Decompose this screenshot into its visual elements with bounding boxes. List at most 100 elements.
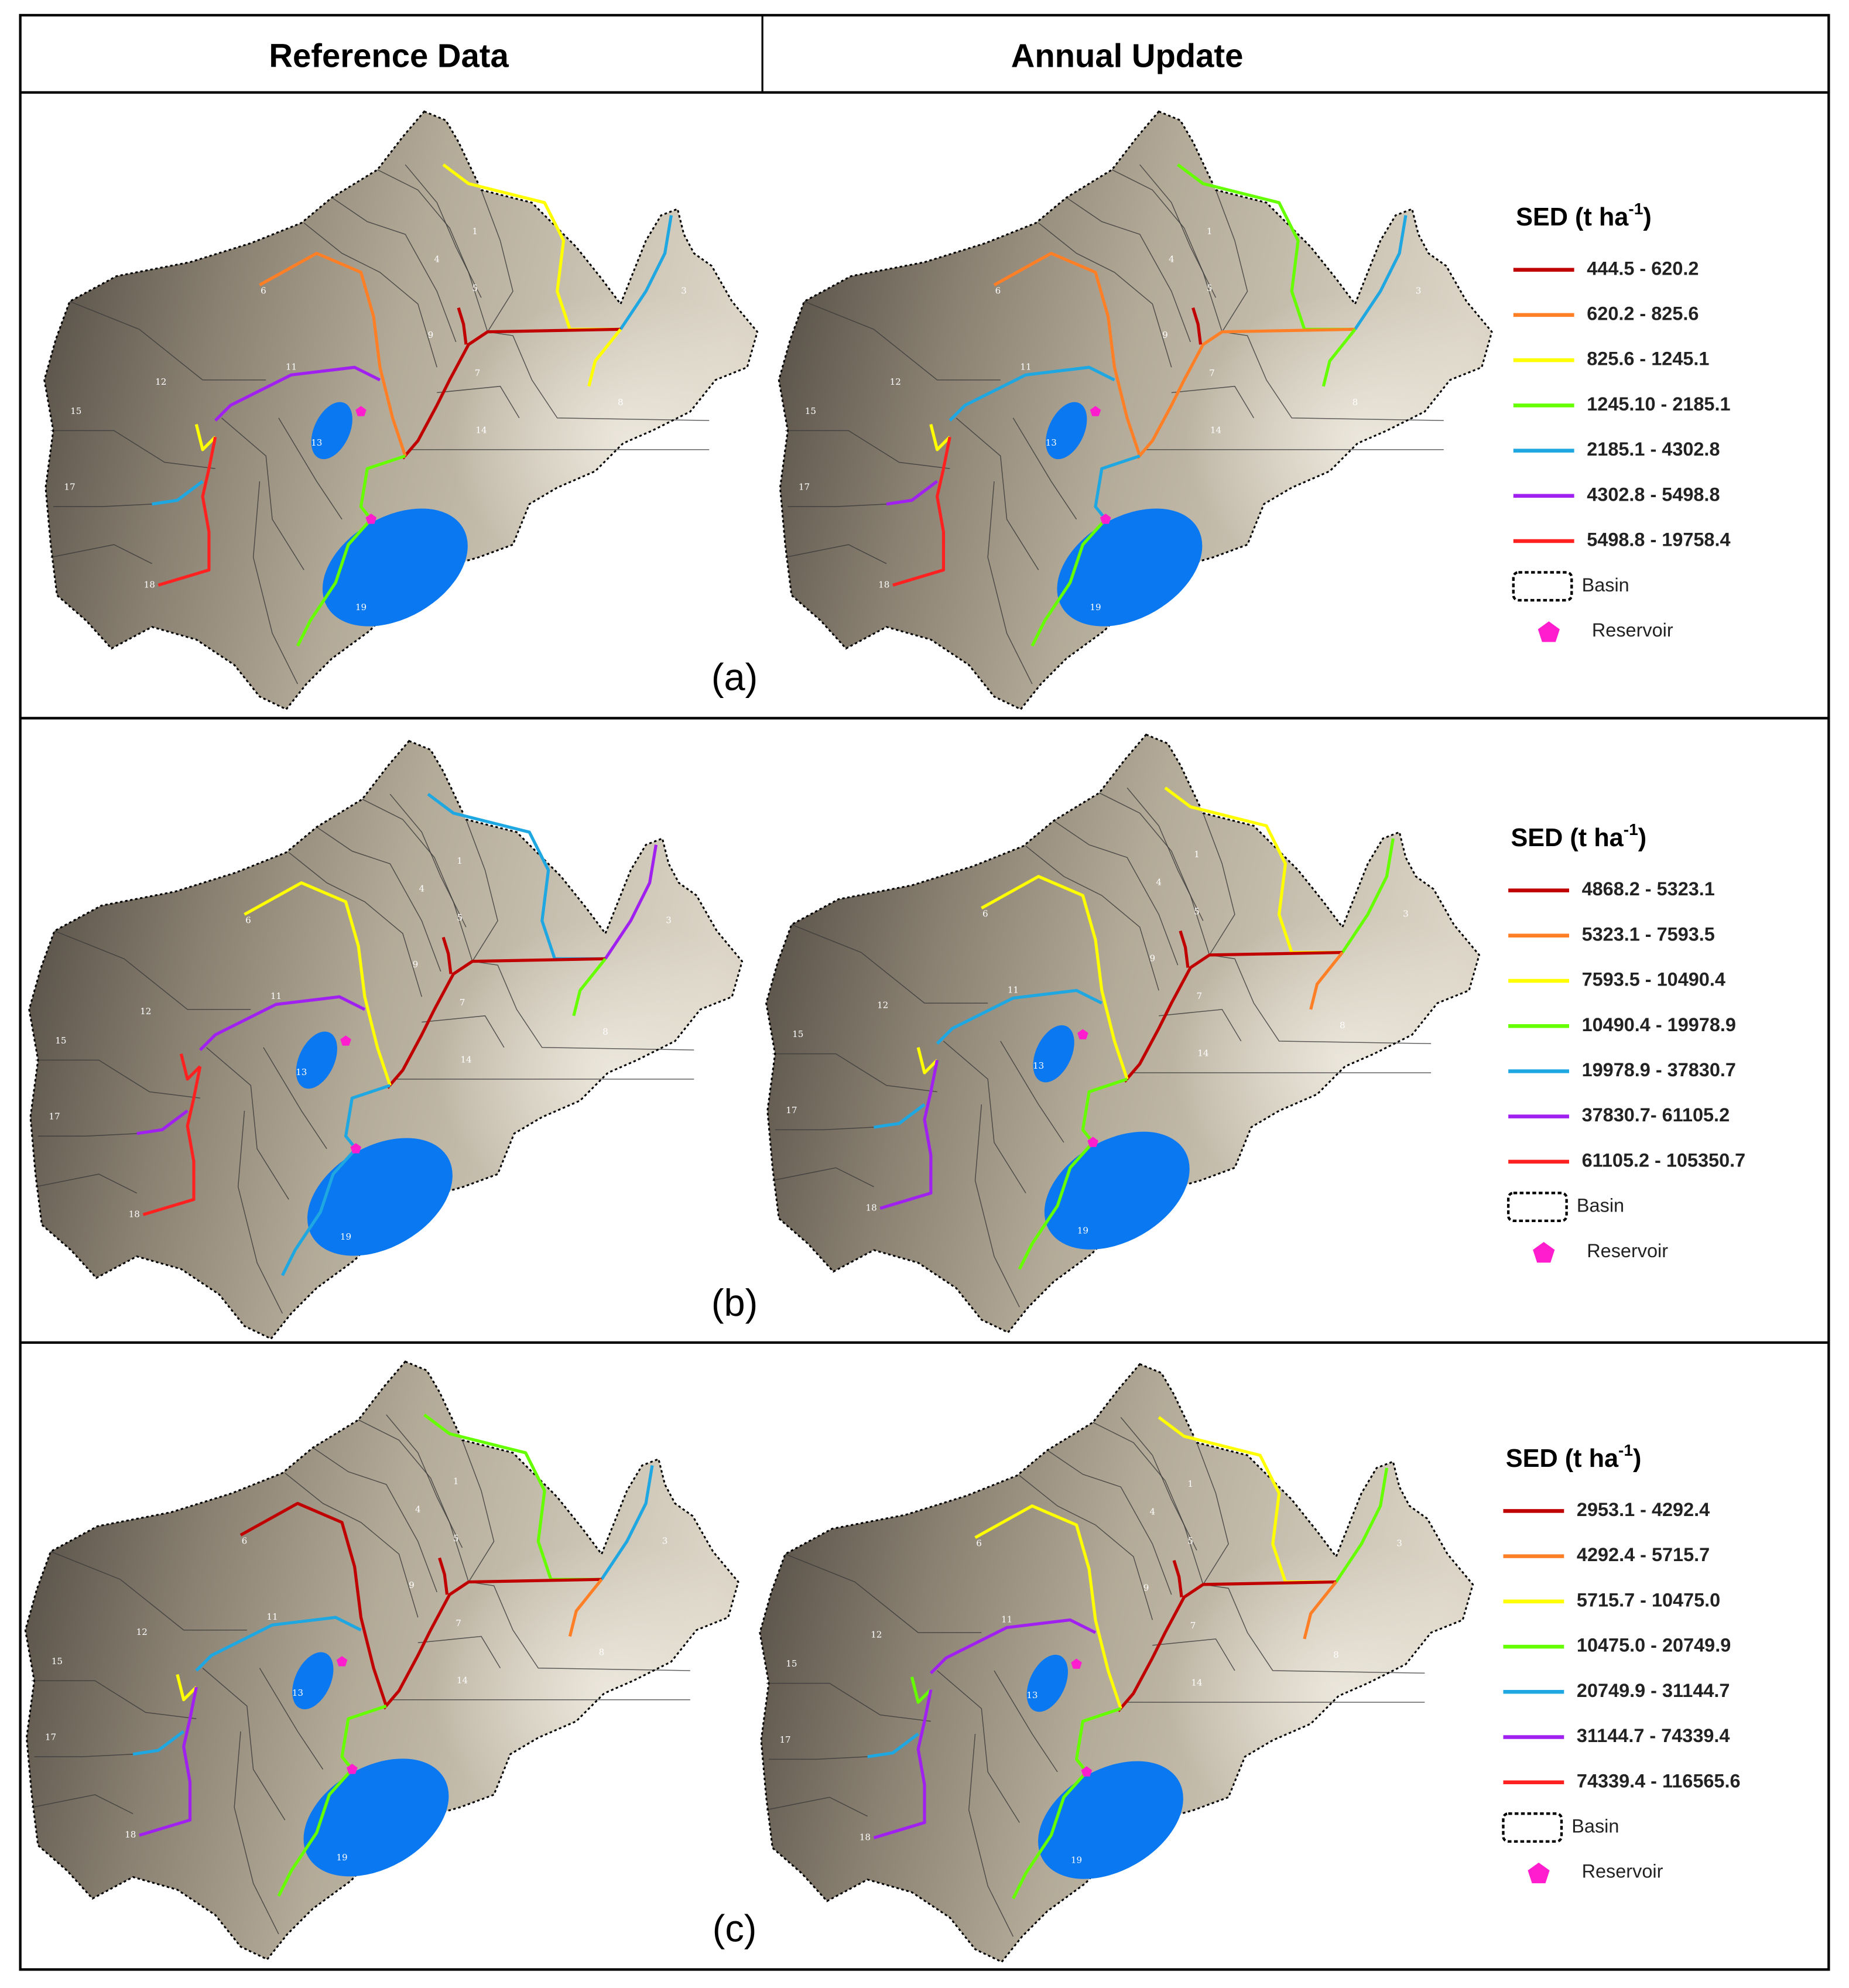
legend-title-text: SED (t ha — [1511, 824, 1624, 852]
subbasin-boundary — [202, 1668, 286, 1821]
subbasin-boundary — [1209, 954, 1432, 1045]
legend-title-superscript: -1 — [1628, 200, 1643, 218]
legend-item: 5498.8 - 19758.4 — [1587, 529, 1730, 550]
subbasin-boundary — [994, 1670, 1058, 1773]
legend-item: 31144.7 - 74339.4 — [1577, 1725, 1730, 1746]
subbasin-boundary — [316, 826, 441, 972]
subbasin-label: 8 — [599, 1647, 605, 1658]
subbasin-label: 4 — [415, 1504, 421, 1514]
subbasin-boundary — [1093, 1422, 1204, 1585]
river-reach — [568, 1578, 603, 1637]
river-reach — [239, 1501, 388, 1707]
subbasin-boundary — [787, 504, 887, 507]
large-lake — [1038, 1761, 1183, 1879]
subbasin-label: 13 — [1026, 1690, 1038, 1700]
subbasin-label: 1 — [1194, 849, 1200, 860]
subbasin-label: 5 — [1207, 283, 1213, 293]
subbasin-boundary — [358, 1419, 470, 1582]
legend-title-suffix: ) — [1638, 824, 1646, 852]
subbasin-label: 7 — [1190, 1620, 1196, 1631]
subbasin-boundary — [237, 1110, 283, 1314]
legend-item: 4292.4 - 5715.7 — [1577, 1544, 1710, 1565]
subbasin-label: 7 — [1197, 991, 1203, 1001]
river-reach — [587, 328, 622, 387]
legend-basin-symbol — [1506, 1192, 1568, 1223]
legend-title-text: SED (t ha — [1516, 204, 1629, 232]
subbasin-label: 16 — [1330, 1770, 1341, 1780]
subbasin-boundary — [775, 1127, 874, 1131]
subbasin-label: 14 — [475, 425, 487, 435]
subbasin-boundary — [956, 418, 1039, 570]
subbasin-label: 7 — [456, 1618, 461, 1628]
subbasin-label: 8 — [1340, 1020, 1345, 1031]
subbasin-boundary — [768, 1756, 868, 1760]
legend-item: 444.5 - 620.2 — [1587, 258, 1699, 279]
legend-item: 620.2 - 825.6 — [1587, 303, 1699, 324]
subbasin-boundary — [221, 418, 304, 570]
legend-item: 10490.4 - 19978.9 — [1582, 1014, 1736, 1035]
subbasin-boundary — [487, 331, 710, 421]
river-reach — [916, 1047, 939, 1075]
river-reach — [572, 957, 607, 1017]
subbasin-boundary — [1196, 1442, 1229, 1585]
river-reach — [874, 1103, 926, 1129]
subbasin-boundary — [766, 1682, 931, 1722]
river-reach — [910, 1676, 932, 1704]
subbasin-label: 9 — [1162, 330, 1168, 340]
subbasin-label: 1 — [457, 856, 463, 866]
river-reach — [1341, 838, 1395, 953]
subbasin-boundary — [1019, 1475, 1153, 1620]
subbasin-boundary — [1047, 1449, 1172, 1595]
subbasin-boundary — [785, 430, 950, 470]
subbasin-boundary — [50, 544, 152, 564]
river-reach — [873, 1689, 933, 1839]
subbasin-boundary — [968, 1734, 1014, 1937]
subbasin-label: 11 — [1001, 1614, 1012, 1624]
river-reach — [1309, 951, 1344, 1010]
legend-item: Reservoir — [1587, 1240, 1668, 1261]
reservoir-marker — [1077, 1029, 1088, 1039]
subbasin-label: 12 — [890, 377, 901, 387]
river-reach — [152, 480, 204, 506]
subbasin-boundary — [1120, 1416, 1197, 1551]
subbasin-boundary — [37, 1133, 137, 1137]
subbasin-label: 18 — [129, 1209, 140, 1219]
column-header: Reference Data — [269, 37, 509, 74]
subbasin-boundary — [50, 1551, 247, 1631]
subbasin-label: 13 — [1046, 437, 1057, 448]
subbasin-boundary — [1025, 846, 1159, 991]
river-reach — [892, 436, 951, 587]
small-lake — [1033, 1025, 1074, 1083]
river-reach — [1321, 328, 1357, 387]
legend-item: 4302.8 - 5498.8 — [1587, 484, 1720, 505]
subbasin-label: 6 — [976, 1538, 982, 1549]
legend-item: 5715.7 - 10475.0 — [1577, 1589, 1720, 1610]
subbasin-label: 14 — [1191, 1678, 1202, 1688]
river-reach — [886, 480, 939, 506]
subbasin-label: 13 — [311, 437, 322, 448]
river-reach — [929, 1618, 1097, 1675]
reservoir-marker — [340, 1035, 351, 1046]
river-reach — [879, 1059, 939, 1210]
subbasin-label: 11 — [266, 1611, 278, 1622]
subbasin-boundary — [1111, 169, 1223, 332]
river-reach — [198, 995, 366, 1051]
subbasin-label: 5 — [472, 283, 478, 293]
subbasin-label: 7 — [460, 997, 465, 1008]
river-reach — [867, 1733, 919, 1758]
subbasin-label: 6 — [242, 1535, 248, 1546]
reservoir-marker — [1087, 1137, 1098, 1147]
subbasin-boundary — [437, 385, 520, 419]
subbasin-boundary — [35, 1059, 200, 1099]
subbasin-label: 3 — [662, 1535, 668, 1546]
subbasin-label: 1 — [1187, 1479, 1193, 1489]
river-reach — [277, 1768, 354, 1897]
river-reach — [1179, 930, 1190, 968]
legend-title-suffix: ) — [1633, 1445, 1641, 1473]
subbasin-label: 1 — [1207, 226, 1213, 237]
subbasin-boundary — [50, 430, 215, 470]
reservoir-marker — [355, 406, 367, 416]
subbasin-label: 4 — [419, 883, 424, 894]
subbasin-label: 18 — [878, 579, 889, 590]
river-reach — [139, 1686, 198, 1837]
